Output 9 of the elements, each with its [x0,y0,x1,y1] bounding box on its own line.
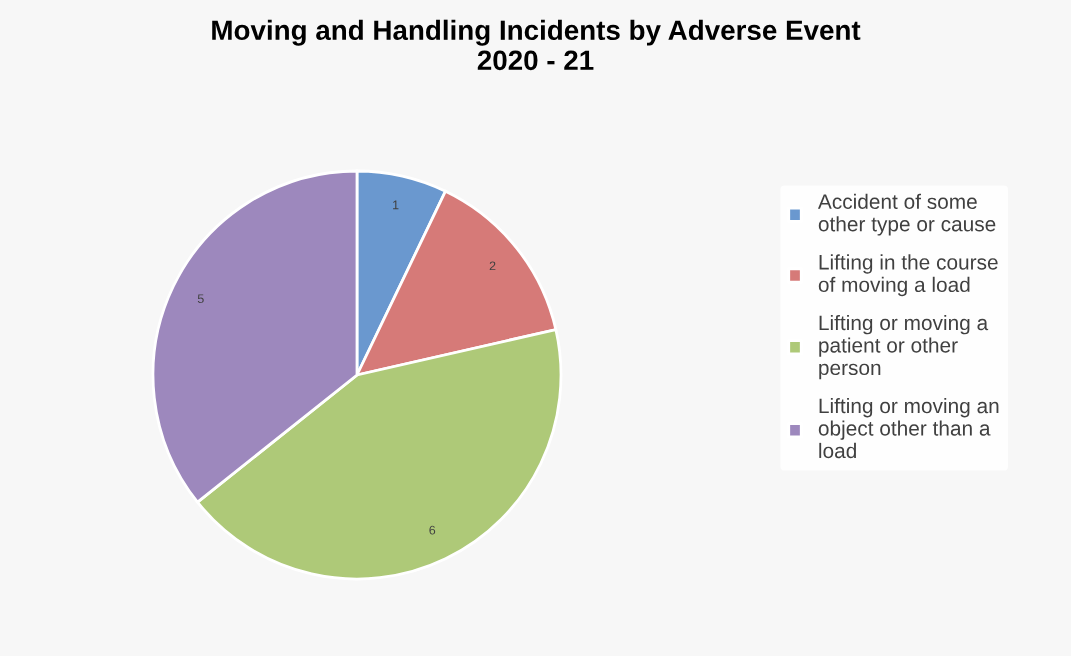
data-label: 5 [197,294,204,304]
legend-label: Lifting or moving a patient or other person [819,314,989,380]
legend-label: Lifting or moving an object other than a load [818,397,999,459]
legend-label: Lifting in the course of moving a load [818,254,998,297]
data-label: 2 [489,261,496,271]
data-label: 6 [429,525,436,535]
legend-label: Accident of some other type or cause [817,193,996,236]
data-label: 1 [393,200,399,210]
chart-title: Moving and Handling Incidents by Adverse Event 2020 - 21 [212,19,861,71]
